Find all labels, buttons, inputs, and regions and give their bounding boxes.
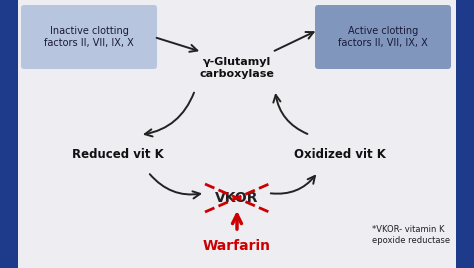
FancyArrowPatch shape [156,38,197,52]
FancyBboxPatch shape [315,5,451,69]
Text: Warfarin: Warfarin [203,239,271,253]
Text: Reduced vit K: Reduced vit K [72,148,164,162]
Bar [456,0,474,268]
FancyArrowPatch shape [150,174,200,199]
FancyBboxPatch shape [21,5,157,69]
FancyArrowPatch shape [274,32,313,51]
Bar [0,0,18,268]
Text: Inactive clotting
factors II, VII, IX, X: Inactive clotting factors II, VII, IX, X [44,26,134,48]
Text: Oxidized vit K: Oxidized vit K [294,148,386,162]
Text: γ-Glutamyl
carboxylase: γ-Glutamyl carboxylase [200,57,274,79]
FancyArrowPatch shape [145,93,194,136]
FancyArrowPatch shape [271,176,315,194]
Text: Active clotting
factors II, VII, IX, X: Active clotting factors II, VII, IX, X [338,26,428,48]
Text: *VKOR- vitamin K
epoxide reductase: *VKOR- vitamin K epoxide reductase [372,225,450,245]
FancyArrowPatch shape [273,95,308,134]
Text: VKOR: VKOR [215,191,259,205]
